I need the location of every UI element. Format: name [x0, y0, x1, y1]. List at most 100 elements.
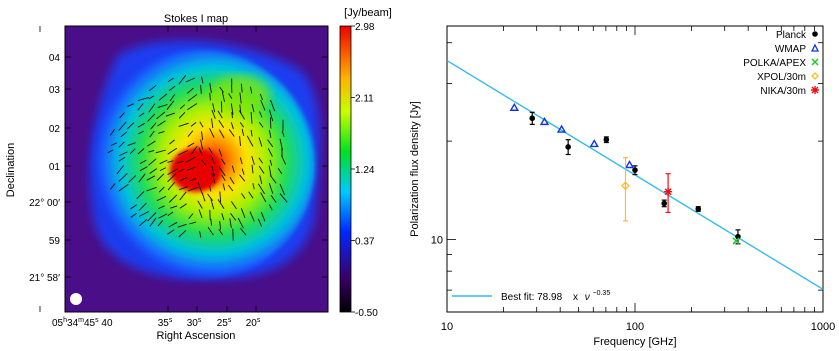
polarization-vector [268, 130, 272, 138]
polarization-vector [259, 93, 263, 101]
polarization-vector [167, 229, 175, 235]
polarization-vector [201, 159, 206, 166]
polarization-vector [139, 166, 148, 172]
polarization-vector [169, 139, 175, 145]
polarization-vector [118, 173, 128, 182]
polarization-vector [126, 122, 135, 130]
polarization-vector [209, 92, 211, 101]
polarization-vector [178, 74, 187, 85]
polarization-vector [201, 131, 204, 140]
polarization-vector [211, 118, 214, 129]
map-image [65, 26, 328, 312]
polarization-vector [166, 100, 175, 110]
polarization-vector [218, 166, 226, 177]
polarization-vector [146, 175, 156, 181]
polarization-vector [138, 173, 146, 183]
polarization-vector [219, 191, 222, 203]
polarization-vector [211, 109, 216, 119]
colorbar-tick-label: 1.24 [355, 165, 375, 176]
polarization-vector [167, 211, 174, 216]
fit-legend-text: Best fit: 78.98 x ν −0.35 [501, 290, 610, 303]
polarization-vector [210, 199, 215, 210]
polarization-vector [189, 221, 197, 225]
polarization-vector [240, 83, 243, 93]
polarization-vector [219, 221, 221, 230]
polarization-vector [259, 175, 263, 185]
polarization-vector [260, 211, 266, 222]
polarization-vector [180, 176, 188, 182]
polarization-vector [218, 120, 225, 128]
colorbar: [Jy/beam] 2.98 2.11 1.24 0.37 -0.50 [339, 7, 392, 319]
polarization-vector [157, 220, 164, 227]
planck-point [695, 206, 702, 212]
colorbar-tick-label: -0.50 [355, 308, 378, 319]
polarization-vector [228, 184, 234, 192]
polarization-vector [118, 183, 129, 192]
polarization-vector [221, 174, 226, 181]
polarization-vector [137, 103, 144, 111]
sed-axes: 10 100 1000 10 [431, 26, 835, 333]
polarization-vector [127, 103, 134, 107]
legend-label-wmap: WMAP [775, 44, 806, 55]
polarization-vector [139, 219, 147, 227]
polarization-vector [221, 91, 225, 102]
polarization-vector [279, 183, 286, 195]
polarization-vector [159, 167, 167, 172]
polarization-vector [157, 120, 166, 127]
polarization-vector [178, 122, 189, 127]
polarization-vector [138, 202, 147, 212]
polarization-vector [241, 128, 245, 137]
polarization-vector [221, 158, 226, 165]
polarization-vector [178, 186, 188, 191]
polarization-vector [158, 93, 168, 101]
polarization-vector [240, 228, 247, 236]
map-y-tick-label: 03 [49, 85, 61, 96]
polarization-vector [210, 154, 215, 164]
polarization-vector [179, 104, 186, 110]
polarization-vector [129, 148, 136, 155]
polarization-vector [258, 165, 265, 174]
polarization-vector [200, 84, 202, 94]
polarization-vector [239, 174, 246, 182]
map-x-label: Right Ascension [157, 330, 236, 342]
colorbar-tick-label: 2.11 [355, 94, 374, 105]
polarization-vector [170, 205, 178, 209]
polarization-vector [119, 112, 125, 119]
map-y-ticks: 04 03 02 01 22° 00′ 59 21° 58′ [29, 53, 328, 284]
polarization-vector [148, 149, 155, 153]
polarization-vector [138, 112, 145, 117]
polarization-vector [148, 84, 157, 92]
polarization-vector [268, 165, 272, 178]
polarization-vector [118, 121, 127, 131]
polarization-vector [279, 193, 288, 203]
polarization-vector [219, 86, 224, 93]
polarization-vector [167, 77, 175, 82]
map-x-tick-label: 35s [158, 317, 173, 329]
polarization-vector [177, 223, 187, 228]
polarization-vector [150, 122, 157, 130]
polarization-vector [158, 130, 165, 134]
polarization-vector [178, 168, 185, 173]
polarization-vector [198, 147, 203, 156]
planck-point [603, 136, 610, 144]
sed-points [509, 102, 741, 245]
colorbar-tick-label: 2.98 [355, 22, 375, 33]
legend-marker-nika [811, 86, 819, 94]
polarization-vector [139, 159, 147, 164]
polarization-vector [188, 213, 194, 219]
polarization-vector [136, 190, 145, 200]
polarization-vector [217, 199, 225, 209]
polarization-vector [239, 136, 241, 147]
polarization-vector [222, 183, 226, 191]
polarization-vector [267, 139, 274, 148]
polarization-vector [187, 94, 198, 102]
polarization-vector [199, 121, 204, 128]
polarization-vector [167, 160, 174, 163]
planck-point [632, 165, 638, 176]
polarization-vector [146, 186, 157, 192]
polarization-vector [167, 181, 176, 191]
polarization-vector [268, 182, 274, 194]
polarization-vector [128, 175, 137, 183]
polarization-vector [241, 168, 245, 175]
polarization-vector [148, 103, 156, 113]
